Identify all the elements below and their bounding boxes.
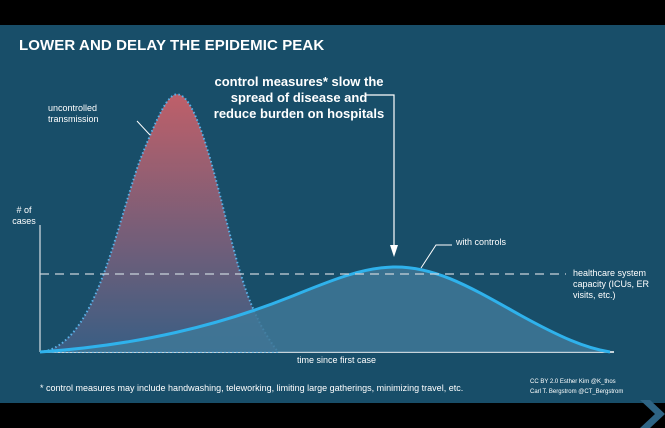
annotation-text: control measures* slow the spread of dis… [213, 74, 385, 121]
with-controls-label: with controls [456, 237, 507, 247]
uncontrolled-label: uncontrolled transmission [48, 103, 99, 124]
page-title: LOWER AND DELAY THE EPIDEMIC PEAK [19, 37, 325, 54]
credit-line-1: CC BY 2.0 Esther Kim @K_thos [530, 379, 616, 385]
diagram-panel: LOWER AND DELAY THE EPIDEMIC PEAK contro… [0, 25, 665, 428]
arrow-head [390, 245, 398, 257]
uncontrolled-leader [136, 120, 151, 136]
with-controls-leader [420, 244, 452, 269]
controlled-curve-line [39, 265, 611, 354]
footnote: * control measures may include handwashi… [40, 383, 464, 393]
epidemic-curves-diagram [39, 93, 614, 354]
x-axis-label: time since first case [297, 355, 377, 365]
chevron-icon [640, 400, 665, 428]
credit-line-2: Carl T. Bergstrom @CT_Bergstrom [530, 389, 624, 395]
uncontrolled-curve [39, 93, 281, 353]
capacity-label: healthcare system capacity (ICUs, ER vis… [573, 268, 650, 300]
y-axis-label: # of cases [12, 205, 36, 226]
down-arrow-icon [365, 94, 395, 247]
